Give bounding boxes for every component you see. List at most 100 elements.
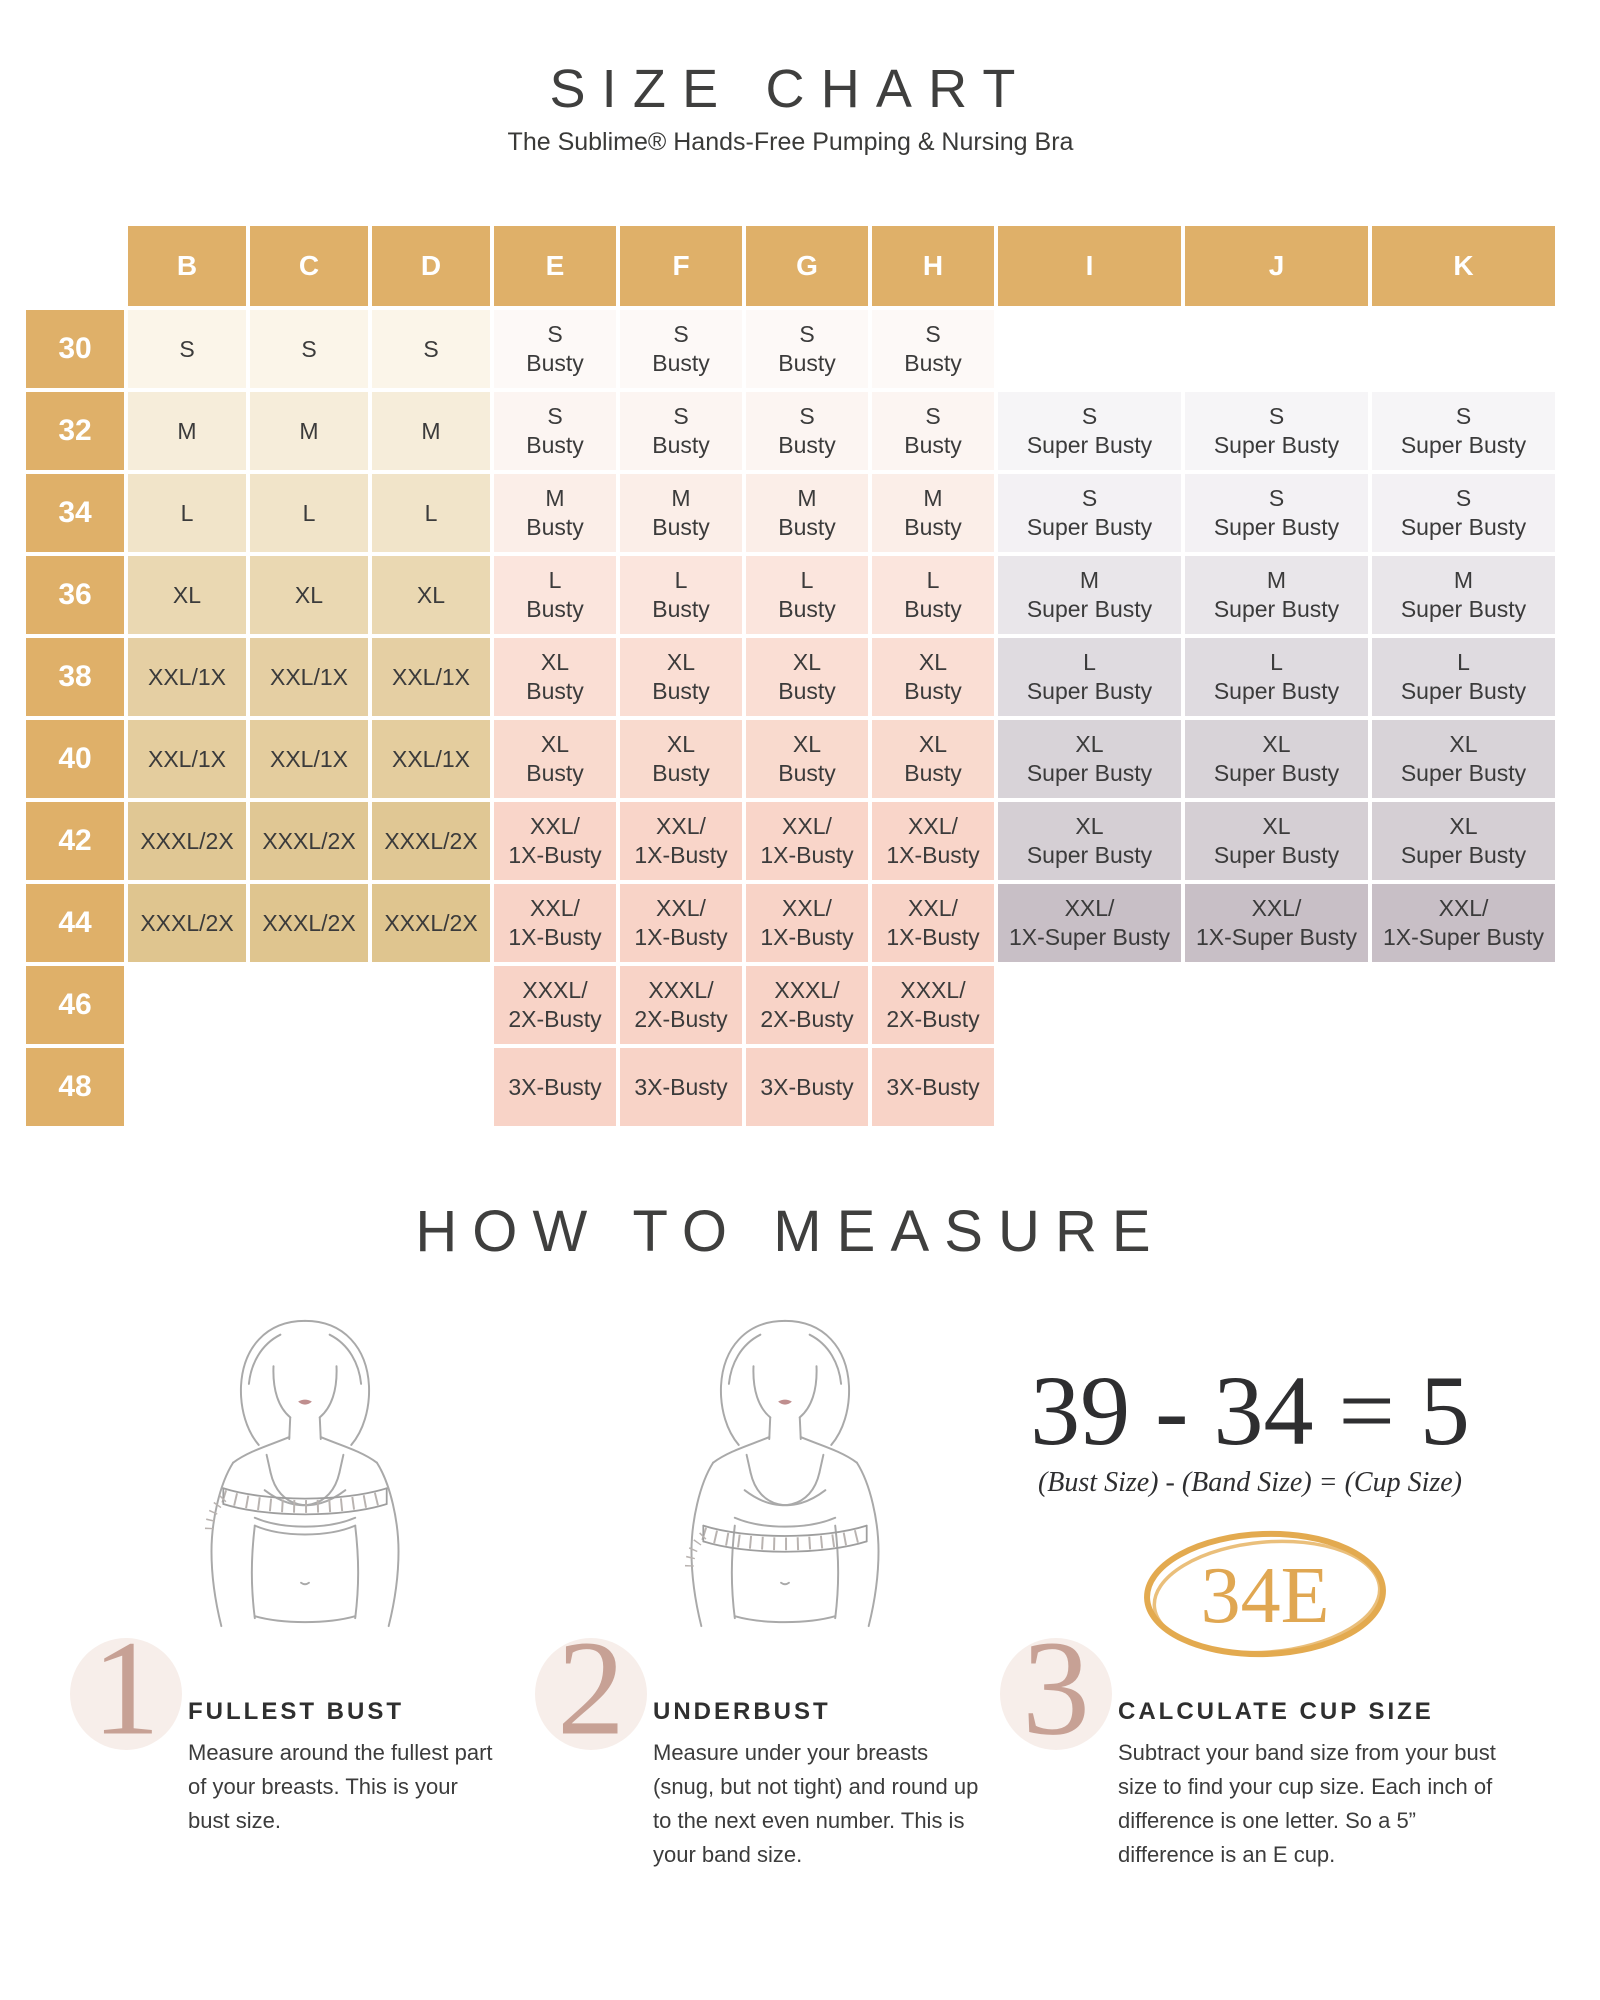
size-cell: XXXL/ 2X-Busty bbox=[494, 966, 616, 1044]
size-cell: XXL/ 1X-Super Busty bbox=[1372, 884, 1555, 962]
cup-size-column-header: C bbox=[250, 226, 368, 306]
size-cell: 3X-Busty bbox=[746, 1048, 868, 1126]
size-cell: XXL/1X bbox=[372, 720, 490, 798]
step-3-numeral: 3 bbox=[1022, 1613, 1090, 1764]
hand-drawn-circle-icon bbox=[1144, 1530, 1386, 1658]
size-cell: S Super Busty bbox=[998, 392, 1181, 470]
bust-measurement-illustration bbox=[204, 1319, 400, 1628]
size-cell: XXL/ 1X-Busty bbox=[872, 884, 994, 962]
size-cell: M Super Busty bbox=[1372, 556, 1555, 634]
size-cell: XXXL/2X bbox=[372, 884, 490, 962]
size-cell-empty bbox=[250, 1048, 368, 1126]
step-1-numeral: 1 bbox=[92, 1613, 160, 1764]
size-cell: M Busty bbox=[872, 474, 994, 552]
cup-size-column-header: K bbox=[1372, 226, 1555, 306]
size-cell: L Super Busty bbox=[998, 638, 1181, 716]
size-cell-empty bbox=[1185, 966, 1368, 1044]
size-cell: XL Busty bbox=[620, 638, 742, 716]
cup-size-formula: 39 - 34 = 5 (Bust Size) - (Band Size) = … bbox=[1030, 1358, 1470, 1499]
band-size-row-header: 40 bbox=[26, 720, 124, 798]
result-size-badge: 34E bbox=[1135, 1520, 1395, 1672]
size-cell: XXXL/2X bbox=[128, 884, 246, 962]
size-cell: XXL/ 1X-Busty bbox=[494, 802, 616, 880]
page-title: SIZE CHART bbox=[549, 59, 1032, 119]
size-cell: XXL/ 1X-Busty bbox=[620, 802, 742, 880]
size-cell: 3X-Busty bbox=[620, 1048, 742, 1126]
size-cell: XL Busty bbox=[620, 720, 742, 798]
cup-size-column-header: E bbox=[494, 226, 616, 306]
band-size-row-header: 38 bbox=[26, 638, 124, 716]
size-cell-empty bbox=[998, 1048, 1181, 1126]
band-size-row-header: 46 bbox=[26, 966, 124, 1044]
size-cell: S Super Busty bbox=[998, 474, 1181, 552]
cup-size-column-header: B bbox=[128, 226, 246, 306]
size-cell-empty bbox=[372, 1048, 490, 1126]
size-cell: XXXL/2X bbox=[372, 802, 490, 880]
size-cell: M Super Busty bbox=[1185, 556, 1368, 634]
cup-size-column-header: F bbox=[620, 226, 742, 306]
size-cell: XL Super Busty bbox=[998, 802, 1181, 880]
size-cell: XXL/ 1X-Busty bbox=[746, 884, 868, 962]
size-cell: XXL/1X bbox=[250, 638, 368, 716]
size-cell: XXXL/ 2X-Busty bbox=[746, 966, 868, 1044]
size-chart-table: B C D E F G H I J K 30 S S S S Busty S Busty S Busty S Bu… bbox=[26, 226, 1555, 1126]
step-2-title: UNDERBUST bbox=[653, 1698, 831, 1725]
size-cell-empty bbox=[1372, 1048, 1555, 1126]
size-cell: XL bbox=[128, 556, 246, 634]
band-size-row-header: 48 bbox=[26, 1048, 124, 1126]
size-cell: XL Super Busty bbox=[1185, 720, 1368, 798]
size-cell-empty bbox=[372, 966, 490, 1044]
size-cell: M Super Busty bbox=[998, 556, 1181, 634]
size-cell: M bbox=[128, 392, 246, 470]
size-cell: XL Super Busty bbox=[1372, 720, 1555, 798]
step-calculate-cup-size: 3 CALCULATE CUP SIZE Subtract your band … bbox=[1000, 1621, 1496, 1872]
size-cell: L bbox=[250, 474, 368, 552]
band-size-row-header: 36 bbox=[26, 556, 124, 634]
cup-size-column-header: D bbox=[372, 226, 490, 306]
step-underbust: 2 UNDERBUST Measure under your breasts (… bbox=[535, 1621, 978, 1872]
size-cell: XL Super Busty bbox=[1372, 802, 1555, 880]
cup-size-column-header: H bbox=[872, 226, 994, 306]
size-cell: XXL/ 1X-Busty bbox=[872, 802, 994, 880]
size-cell: XL Busty bbox=[494, 720, 616, 798]
step-3-number-badge: 3 bbox=[1000, 1621, 1112, 1757]
size-cell: S Super Busty bbox=[1185, 392, 1368, 470]
size-cell: XXL/ 1X-Busty bbox=[620, 884, 742, 962]
step-3-description: Subtract your band size from your bust s… bbox=[1118, 1740, 1496, 1868]
size-cell: XXL/ 1X-Busty bbox=[746, 802, 868, 880]
size-cell: XL Busty bbox=[746, 638, 868, 716]
step-1-title: FULLEST BUST bbox=[188, 1698, 404, 1725]
size-cell: L bbox=[128, 474, 246, 552]
size-cell: S Super Busty bbox=[1372, 392, 1555, 470]
size-cell: S bbox=[250, 310, 368, 388]
size-cell-empty bbox=[1372, 966, 1555, 1044]
size-cell: S bbox=[372, 310, 490, 388]
size-cell: XL Busty bbox=[494, 638, 616, 716]
size-cell: XXL/ 1X-Super Busty bbox=[1185, 884, 1368, 962]
size-cell-empty bbox=[1185, 310, 1368, 388]
size-cell-empty bbox=[1372, 310, 1555, 388]
size-cell: S Super Busty bbox=[1372, 474, 1555, 552]
band-size-row-header: 32 bbox=[26, 392, 124, 470]
size-cell: S Super Busty bbox=[1185, 474, 1368, 552]
size-cell: XXXL/2X bbox=[128, 802, 246, 880]
size-cell: XL bbox=[250, 556, 368, 634]
size-cell: XXL/ 1X-Busty bbox=[494, 884, 616, 962]
size-cell-empty bbox=[1185, 1048, 1368, 1126]
size-cell: L Busty bbox=[494, 556, 616, 634]
page-subtitle: The Sublime® Hands-Free Pumping & Nursin… bbox=[507, 128, 1074, 156]
size-cell: S Busty bbox=[872, 310, 994, 388]
size-cell: S Busty bbox=[494, 310, 616, 388]
underbust-measurement-illustration bbox=[684, 1319, 880, 1628]
size-cell: L Super Busty bbox=[1372, 638, 1555, 716]
step-1-number-badge: 1 bbox=[70, 1621, 182, 1757]
size-cell: M bbox=[250, 392, 368, 470]
result-size-text: 34E bbox=[1200, 1551, 1330, 1640]
size-cell: S Busty bbox=[872, 392, 994, 470]
size-cell: 3X-Busty bbox=[872, 1048, 994, 1126]
band-size-row-header: 42 bbox=[26, 802, 124, 880]
step-2-number-badge: 2 bbox=[535, 1621, 647, 1757]
size-cell-empty bbox=[998, 310, 1181, 388]
size-cell: M Busty bbox=[494, 474, 616, 552]
